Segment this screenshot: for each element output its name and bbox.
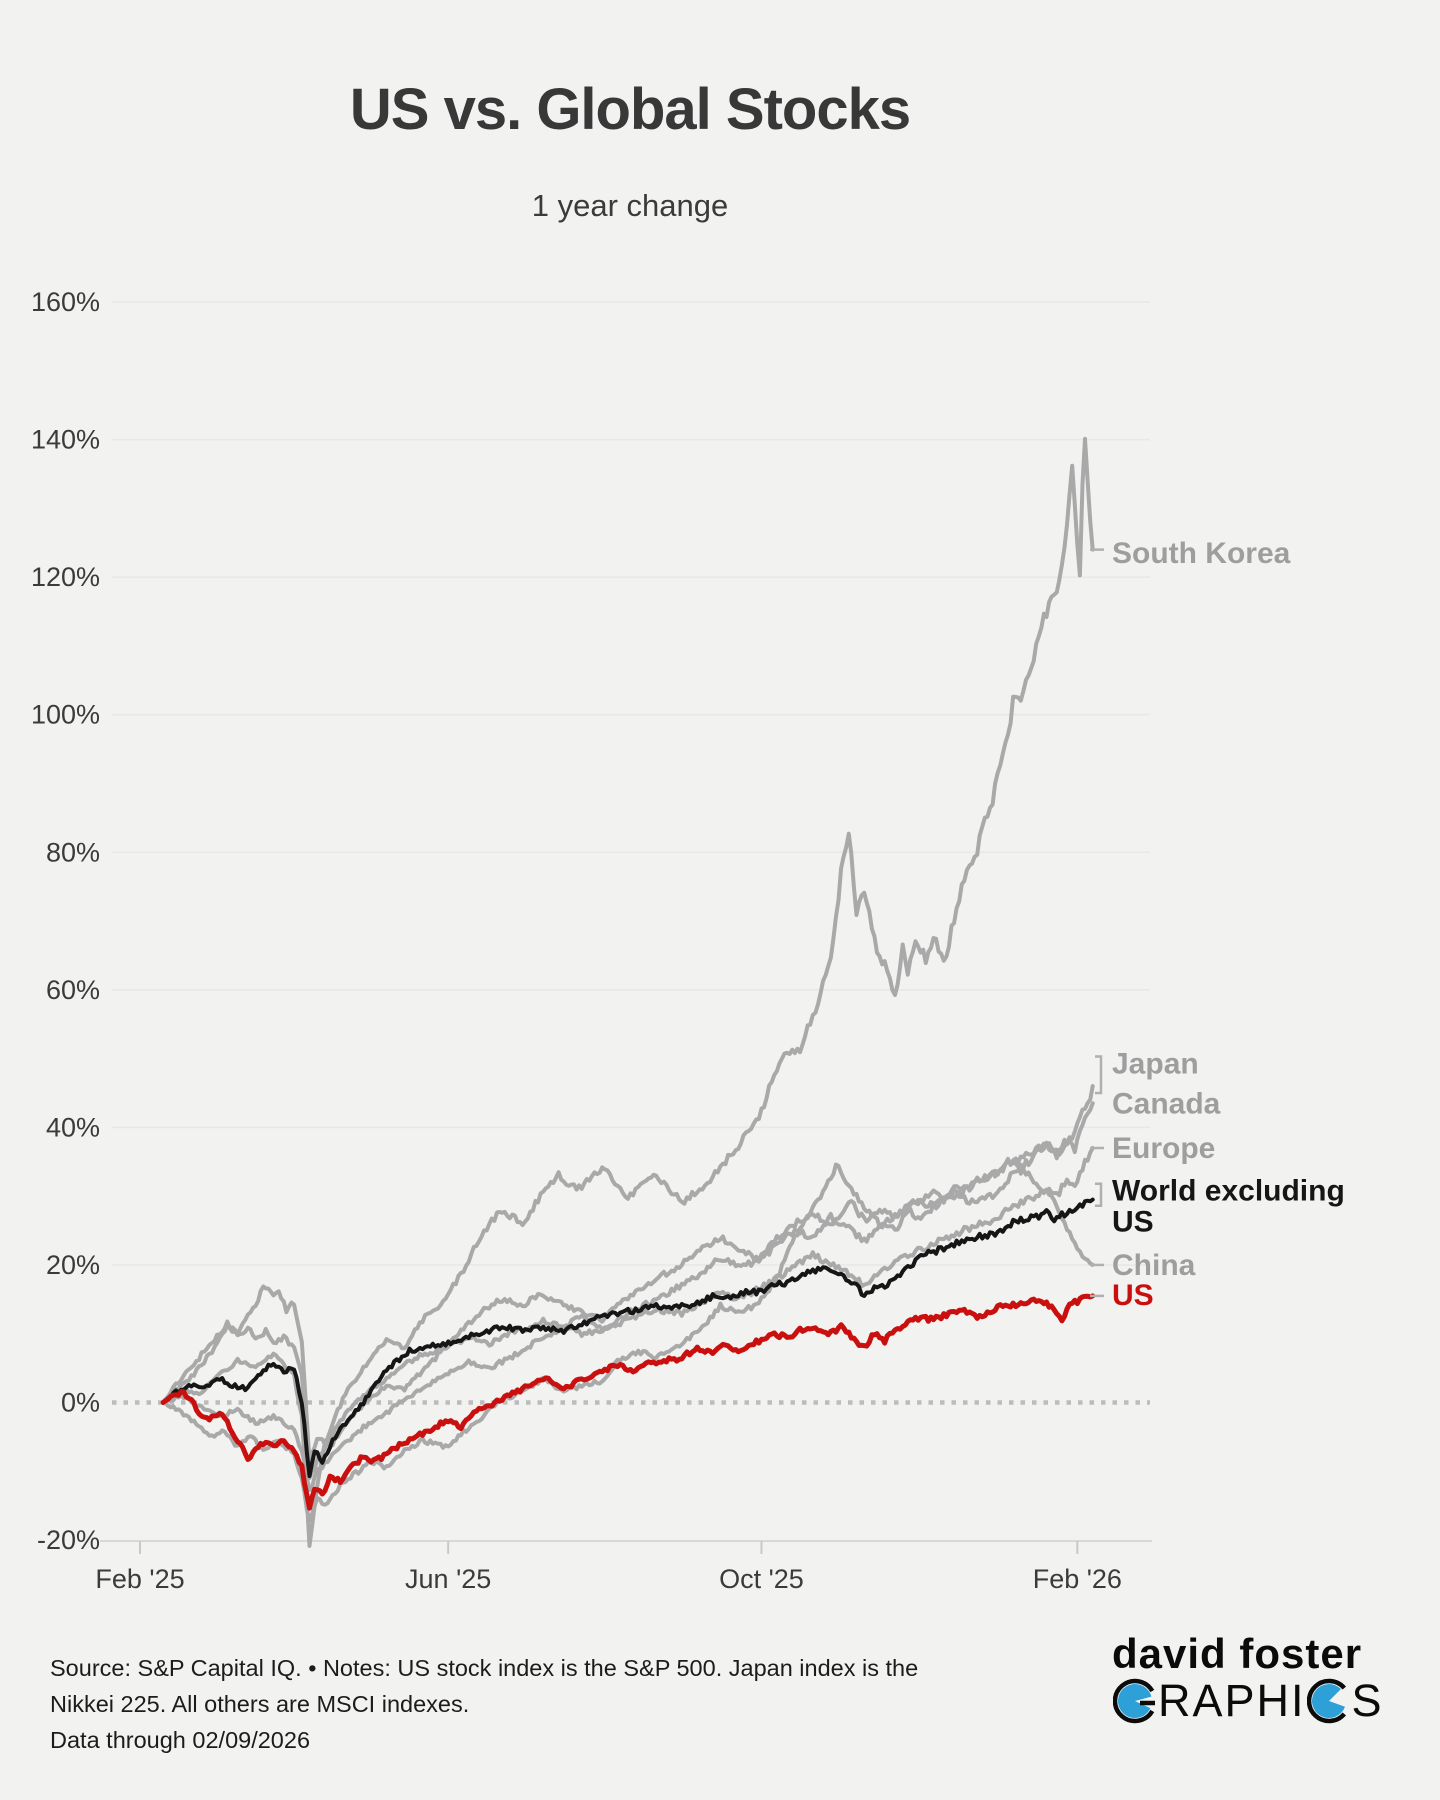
logo-g-pie-icon xyxy=(1113,1678,1155,1724)
chart-subtitle: 1 year change xyxy=(531,188,729,223)
series-label-world-excluding-us: World excluding xyxy=(1112,1175,1345,1208)
y-axis-label: 40% xyxy=(46,1112,100,1142)
label-leader-bracket xyxy=(1095,1182,1103,1208)
source-line-1: Source: S&P Capital IQ. • Notes: US stoc… xyxy=(50,1655,919,1681)
logo-graphics-text: RAPHI S xyxy=(1112,1677,1412,1725)
series-line-world-excluding-us xyxy=(161,1197,1095,1479)
page-title: US vs. Global Stocks xyxy=(349,77,911,142)
series-label-china: China xyxy=(1112,1249,1196,1282)
series-label-europe: Europe xyxy=(1112,1132,1215,1165)
series-label-south-korea: South Korea xyxy=(1112,537,1291,570)
y-axis-label: 60% xyxy=(46,975,100,1005)
y-axis-label: 140% xyxy=(31,425,100,455)
x-axis-label: Oct '25 xyxy=(719,1564,804,1594)
series-line-japan xyxy=(161,1084,1095,1523)
series-label-us: US xyxy=(1112,1279,1154,1312)
series-line-us xyxy=(160,1293,1096,1511)
y-axis-label: 120% xyxy=(31,562,100,592)
series-label-canada: Canada xyxy=(1112,1087,1221,1120)
y-axis-label: 160% xyxy=(31,287,100,317)
logo-graphics-end: S xyxy=(1351,1675,1384,1726)
logo-c-pie-icon xyxy=(1306,1678,1346,1724)
y-axis-label: 20% xyxy=(46,1250,100,1280)
y-axis-label: 80% xyxy=(46,837,100,867)
label-leader-bracket xyxy=(1095,1055,1103,1095)
y-axis-label: 100% xyxy=(31,700,100,730)
x-axis-label: Feb '26 xyxy=(1033,1564,1122,1594)
series-line-china xyxy=(161,1156,1095,1464)
series-line-south-korea xyxy=(161,436,1095,1548)
y-axis-label: 0% xyxy=(61,1388,100,1418)
series-label-world-excluding-us: US xyxy=(1112,1206,1154,1239)
source-note: Source: S&P Capital IQ. • Notes: US stoc… xyxy=(50,1650,950,1758)
source-line-2: Nikkei 225. All others are MSCI indexes. xyxy=(50,1691,470,1717)
y-axis-label: -20% xyxy=(37,1525,100,1555)
x-axis-label: Jun '25 xyxy=(405,1564,491,1594)
series-label-japan: Japan xyxy=(1112,1047,1199,1080)
logo-name-text: david foster xyxy=(1112,1630,1363,1677)
david-foster-graphics-logo: david foster RAPHI S xyxy=(1112,1632,1412,1725)
source-line-3: Data through 02/09/2026 xyxy=(50,1727,311,1753)
x-axis-label: Feb '25 xyxy=(95,1564,184,1594)
logo-graphics-mid: RAPHI xyxy=(1158,1675,1306,1726)
